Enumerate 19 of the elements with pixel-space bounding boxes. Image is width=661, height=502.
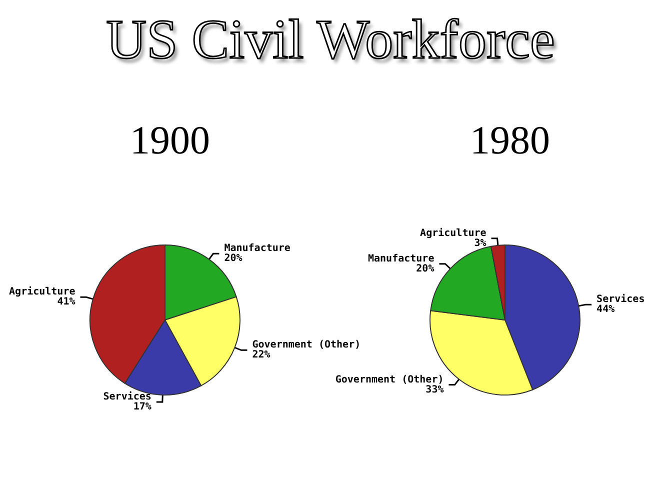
slice-label: Manufacture — [224, 243, 290, 254]
data-label: 3% — [474, 238, 486, 249]
chart-subtitle: 1980 — [470, 118, 550, 162]
chart-subtitle: 1900 — [130, 118, 210, 162]
slice-label: Agriculture — [9, 286, 76, 298]
data-label: 33% — [426, 384, 444, 396]
data-label: 17% — [133, 401, 152, 412]
slice-label: Government (Other) — [252, 340, 361, 351]
chart-title: US Civil Workforce — [105, 8, 558, 72]
slice-label: Agriculture — [420, 226, 486, 239]
data-label: 20% — [416, 263, 434, 274]
slice-label: Government (Other) — [335, 374, 444, 386]
data-label: 41% — [57, 296, 76, 308]
data-label: 22% — [252, 350, 270, 361]
slice-label: Manufacture — [368, 253, 434, 264]
data-label: 44% — [596, 304, 615, 316]
data-label: 20% — [224, 253, 242, 264]
slice-label: Services — [103, 390, 152, 402]
slice-label: Services — [596, 293, 645, 306]
